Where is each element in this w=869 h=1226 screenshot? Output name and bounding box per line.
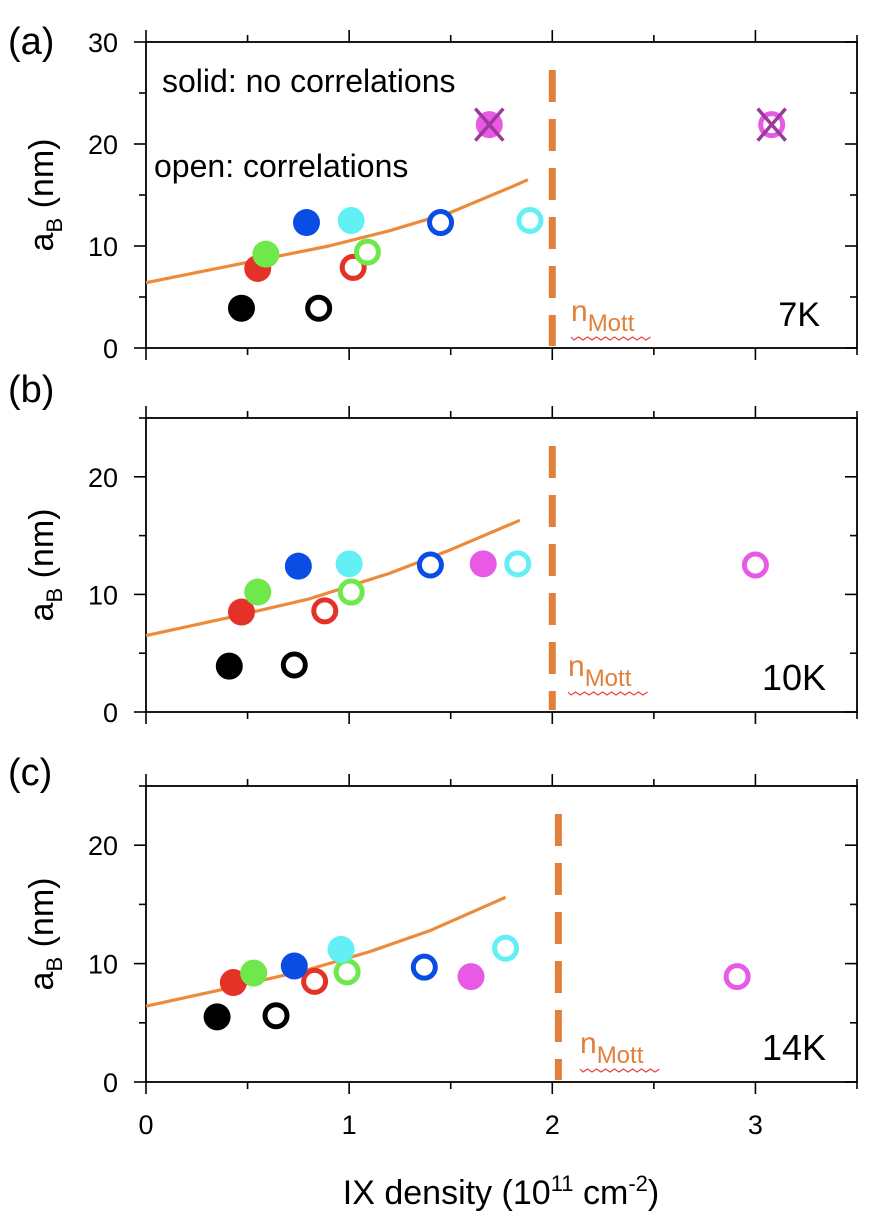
x-tick-label: 1 [342,1110,357,1140]
data-point-open [311,597,339,625]
data-point-open [337,578,365,606]
spellcheck-squiggle [579,1068,660,1073]
data-point-filled [327,935,355,963]
data-point-filled [292,209,320,237]
spellcheck-squiggle [570,336,651,341]
temperature-label: 7K [778,296,820,334]
y-tick-label: 10 [88,580,118,610]
data-point-open [504,550,532,578]
y-tick-label: 30 [88,28,118,58]
cross-marker [756,107,787,142]
data-point-open [353,238,381,266]
plot-frame [145,417,858,713]
theory-curve [145,178,529,285]
data-point-open [410,953,438,981]
y-axis-label: aB (nm) [23,878,67,991]
cross-marker [473,107,505,142]
data-point-open [333,958,361,986]
panel-label: (b) [8,369,54,411]
data-point-filled [227,598,255,626]
temperature-label: 10K [762,657,826,698]
y-tick-label: 0 [103,698,118,728]
mott-label: nMott [571,295,635,337]
data-point-filled [457,963,485,991]
y-tick-label: 20 [88,463,118,493]
data-point-filled [227,294,255,322]
y-tick-label: 20 [88,130,118,160]
panel-1: 0 10 20 30 aB (nm) (a) 7K solid: no correlation… [8,21,858,364]
data-point-filled [337,207,365,234]
data-point-filled [252,240,280,268]
mott-label: nMott [580,1027,644,1069]
mott-label: nMott [568,650,632,692]
x-tick-label: 0 [138,1110,153,1140]
y-tick-label: 10 [88,950,118,980]
data-point-open [741,551,769,579]
data-point-filled [469,550,497,578]
data-point-open [280,651,308,679]
panel-3: 0 10 20 0 1 2 3 aB (nm) (c) 14K nMott [8,752,858,1140]
data-point-open [427,209,455,237]
data-point-filled [240,959,268,987]
data-point-open [723,963,751,991]
panel-2: 0 10 20 aB (nm) (b) 10K nMott [8,369,858,728]
theory-curve [145,895,507,1008]
data-point-open [305,294,333,322]
data-point-filled [284,552,312,580]
y-tick-label: 10 [88,232,118,262]
legend-annotation: open: correlations [154,148,408,184]
y-tick-label: 20 [88,831,118,861]
data-point-open [516,207,544,234]
data-point-filled [244,578,272,606]
y-axis-label: aB (nm) [23,509,67,622]
legend-annotation: solid: no correlations [162,63,455,99]
temperature-label: 14K [762,1027,826,1068]
x-tick-label: 2 [545,1110,560,1140]
data-point-filled [335,550,363,578]
data-point-open [301,967,329,995]
y-tick-label: 0 [103,334,118,364]
panel-label: (c) [8,752,52,794]
data-point-filled [203,1003,231,1031]
data-point-open [416,551,444,579]
y-axis-label: aB (nm) [23,139,67,252]
panel-label: (a) [8,21,54,63]
y-tick-label: 0 [103,1068,118,1098]
data-point-filled [215,652,243,680]
spellcheck-squiggle [567,691,648,696]
plot-frame [145,785,858,1083]
x-axis-label: IX density (1011 cm-2) [343,1171,659,1212]
data-point-open [492,934,520,962]
data-point-filled [219,969,247,997]
data-point-open [262,1002,290,1030]
x-tick-label: 3 [748,1110,763,1140]
data-point-filled [280,952,308,980]
